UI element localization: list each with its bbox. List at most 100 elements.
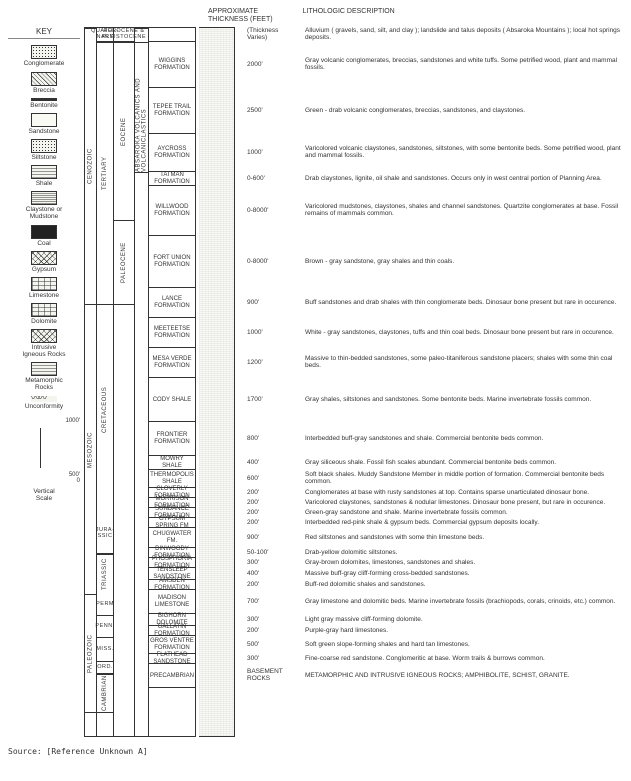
description-row: 1000'Varicolored volcanic claystones, sa… [247,133,623,171]
legend-item: Bentonite [8,98,80,109]
formation-cell: FORT UNION FORMATION [149,236,195,288]
lithologic-description: Green-gray sandstone and shale. Marine i… [305,509,623,516]
lithologic-description: Alluvium ( gravels, sand, silt, and clay… [305,27,623,42]
legend-label: Dolomite [31,318,57,325]
lithologic-description: Varicolored mudstones, claystones, shale… [305,203,623,218]
description-row: 300'Fine-coarse red sandstone. Conglomer… [247,653,623,663]
legend-swatch [31,45,57,59]
formation-cell: FRONTIER FORMATION [149,422,195,456]
era-column: CENOZOICMESOZOICPALEOZOIC [84,27,97,737]
strat-cell [114,304,134,736]
thickness-value: 1200' [247,359,293,366]
thickness-value: 600' [247,475,293,482]
formation-cell: MESA VERDE FORMATION [149,348,195,378]
lithologic-description: Soft green slope-forming shales and hard… [305,641,623,648]
vertical-scale: 1000' 500' 0 Vertical Scale [8,418,80,502]
legend-label: Shale [36,180,53,187]
description-row: 300'Light gray massive cliff-forming dol… [247,613,623,625]
formation-cell: GALLATIN FORMATION [149,626,195,636]
thickness-value: 200' [247,509,293,516]
description-row: 200'Interbedded red-pink shale & gypsum … [247,517,623,527]
legend-item: Intrusive Igneous Rocks [8,329,80,358]
description-row: 50-100'Drab-yellow dolomitic siltstones. [247,547,623,557]
scale-label: Vertical Scale [8,488,80,502]
stratigraphic-column: CENOZOICMESOZOICPALEOZOIC QUATER-NARYTER… [84,27,196,737]
lithologic-description: Varicolored claystones, sandstones & nod… [305,499,623,506]
strat-cell [85,712,96,736]
lithologic-description: Purple-gray hard limestones. [305,627,623,634]
legend-item: Gypsum [8,251,80,273]
thickness-value: 2500' [247,107,293,114]
formation-cell: MEETEETSE FORMATION [149,318,195,348]
legend-swatch [31,98,57,101]
legend-swatch [31,251,57,265]
thickness-value: 200' [247,519,293,526]
strat-cell: HOLOCENE & PLEISTOCENE [114,28,134,42]
thickness-value: (Thickness Varies) [247,27,293,42]
description-row: BASEMENT ROCKSMETAMORPHIC AND INTRUSIVE … [247,663,623,687]
strat-cell [135,172,148,736]
legend-label: Breccia [33,87,55,94]
formation-cell: MOWRY SHALE [149,456,195,470]
lithologic-description: Gray volcanic conglomerates, breccias, s… [305,57,623,72]
description-row: 0-8000' Varicolored mudstones, claystones… [247,185,623,235]
legend-item: Limestone [8,277,80,299]
formation-cell: PRECAMBRIAN [149,664,195,688]
legend-swatch [31,139,57,153]
strat-cell: TRIASSIC [97,554,113,594]
thickness-value: 700' [247,598,293,605]
lithologic-description: Varicolored volcanic claystones, sandsto… [305,145,623,160]
legend-swatch [31,277,57,291]
strat-cell: CAMBRIAN [97,674,113,712]
description-column: (Thickness Varies) Alluvium ( gravels, sa… [239,27,623,737]
thickness-value: 200' [247,627,293,634]
thickness-value: 0-8000' [247,207,293,214]
legend-label: Claystone or Mudstone [26,206,63,220]
formation-cell: GYPSUM SPRING FM [149,518,195,528]
description-row: 0-600'Drab claystones, lignite, oil shal… [247,171,623,185]
thickness-value: 800' [247,435,293,442]
strat-cell: PERM [97,594,113,616]
lithologic-description: Gray siliceous shale. Fossil fish scales… [305,459,623,466]
formation-cell: WILLWOOD FORMATION [149,186,195,236]
description-row: 200' Purple-gray hard limestones. [247,625,623,635]
legend-item: Unconformity [8,396,80,410]
legend-item: Metamorphic Rocks [8,362,80,391]
thickness-value: 200' [247,489,293,496]
thickness-value: 300' [247,655,293,662]
formation-cell: AMSDEN FORMATION [149,580,195,590]
strat-cell: CENOZOIC [85,28,96,304]
description-row: (Thickness Varies) Alluvium ( gravels, sa… [247,27,623,41]
lithologic-description: Green - drab volcanic conglomerates, bre… [305,107,623,114]
strat-cell: EOCENE [114,42,134,220]
lithologic-description: Buff sandstones and drab shales with thi… [305,299,623,306]
description-row: 200'Varicolored claystones, sandstones &… [247,497,623,507]
thickness-value: 400' [247,459,293,466]
lithologic-description: Drab claystones, lignite, oil shale and … [305,175,623,182]
description-row: 200'Buff-red dolomitic shales and sandst… [247,579,623,589]
description-row: 400' Gray siliceous shale. Fossil fish sc… [247,455,623,469]
legend-label: Gypsum [32,266,56,273]
main-container: KEY ConglomerateBrecciaBentoniteSandston… [8,27,623,737]
lithologic-description: Brown - gray sandstone, gray shales and … [305,258,623,265]
strat-cell: ORD. [97,662,113,674]
legend-item: Sandstone [8,113,80,135]
period-column: QUATER-NARYTERTIARYCRETACEOUSJURA-SSICTR… [96,27,114,737]
thickness-value: 2000' [247,61,293,68]
lithologic-description: Gray limestone and dolomitic beds. Marin… [305,598,623,605]
lithologic-description: Conglomerates at base with rusty sandsto… [305,489,623,496]
legend-swatch [31,191,57,205]
legend-swatch [31,396,57,402]
formation-cell: TATMAN FORMATION [149,172,195,186]
thickness-value: 0-8000' [247,258,293,265]
description-row: 400'Massive buff-gray cliff-forming cros… [247,567,623,579]
legend-swatch [31,165,57,179]
description-row: 1200'Massive to thin-bedded sandstones, … [247,347,623,377]
strat-cell [97,712,113,736]
description-row: 1700'Gray shales, siltstones and sandsto… [247,377,623,421]
thickness-value: 300' [247,616,293,623]
thickness-value: 50-100' [247,549,293,556]
lithologic-description: Interbedded buff-gray sandstones and sha… [305,435,623,442]
description-row: 900'Red siltstones and sandstones with s… [247,527,623,547]
legend-label: Metamorphic Rocks [25,377,63,391]
